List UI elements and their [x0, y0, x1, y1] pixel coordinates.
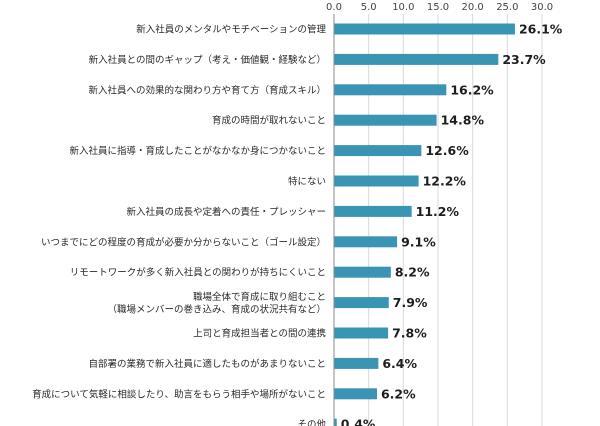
bar: [334, 114, 437, 126]
chart-grid: [368, 14, 543, 426]
bar: [334, 53, 499, 65]
bar: [334, 175, 419, 187]
category-label: リモートワークが多く新入社員との関わりが持ちにくいこと: [70, 267, 326, 279]
category-label: 育成の時間が取れないこと: [212, 115, 326, 127]
x-tick-label: 5.0: [361, 2, 377, 13]
category-label: 新入社員のメンタルやモチベーションの管理: [136, 24, 326, 36]
category-label: 上司と育成担当者との間の連携: [193, 328, 326, 340]
value-label: 9.1%: [401, 234, 436, 249]
value-label: 7.8%: [392, 326, 427, 341]
value-label: 16.2%: [450, 82, 494, 97]
category-label: 新入社員の成長や定着への責任・プレッシャー: [126, 206, 326, 218]
value-label: 0.4%: [341, 417, 376, 426]
bar: [334, 357, 379, 369]
bar: [334, 236, 398, 248]
x-tick-label: 10.0: [392, 2, 414, 13]
bar: [334, 145, 422, 157]
bar: [334, 84, 447, 96]
category-label: 新入社員との間のギャップ（考え・価値観・経験など）: [89, 54, 326, 66]
bar: [334, 297, 389, 309]
value-label: 7.9%: [393, 295, 428, 310]
category-label: 自部署の業務で新入社員に適したものがあまりないこと: [88, 358, 326, 370]
category-labels: 新入社員のメンタルやモチベーションの管理新入社員との間のギャップ（考え・価値観・…: [32, 24, 326, 426]
value-labels: 26.1% 23.7% 16.2% 14.8% 12.6% 12.2% 11.2% 9.1% 8…: [341, 22, 563, 426]
x-tick-label: 15.0: [427, 2, 449, 13]
value-label: 11.2%: [416, 204, 460, 219]
category-label: 新入社員に指導・育成したことがなかなか身につかないこと: [69, 145, 326, 157]
value-label: 26.1%: [519, 22, 563, 37]
x-axis-ticks: 0.0 5.0 10.0 15.0 20.0 25.0 30.0: [326, 2, 553, 13]
x-tick-label: 30.0: [531, 2, 553, 13]
value-label: 12.2%: [423, 174, 467, 189]
value-label: 8.2%: [395, 265, 430, 280]
category-label: 特にない: [288, 176, 326, 188]
bar: [334, 23, 515, 35]
value-label: 6.4%: [382, 356, 417, 371]
x-tick-label: 25.0: [496, 2, 518, 13]
value-label: 14.8%: [441, 113, 485, 128]
chart-bars: [334, 23, 515, 426]
value-label: 12.6%: [425, 143, 469, 158]
category-label: 職場全体で育成に取り組むこと（職場メンバーの巻き込み、育成の状況共有など）: [107, 291, 326, 316]
value-label: 23.7%: [502, 52, 546, 67]
category-label: その他: [297, 419, 326, 426]
category-label: 新入社員への効果的な関わり方や育て方（育成スキル）: [88, 84, 326, 96]
bar: [334, 266, 391, 278]
category-label: いつまでにどの程度の育成が必要か分からないこと（ゴール設定）: [41, 236, 326, 248]
bar: [334, 205, 412, 217]
category-label: 育成について気軽に相談したり、助言をもらう相手や場所がないこと: [32, 388, 326, 400]
x-tick-label: 0.0: [326, 2, 342, 13]
value-label: 6.2%: [381, 386, 416, 401]
bar: [334, 388, 377, 400]
bar: [334, 327, 389, 339]
x-tick-label: 20.0: [462, 2, 484, 13]
bar: [334, 418, 337, 426]
